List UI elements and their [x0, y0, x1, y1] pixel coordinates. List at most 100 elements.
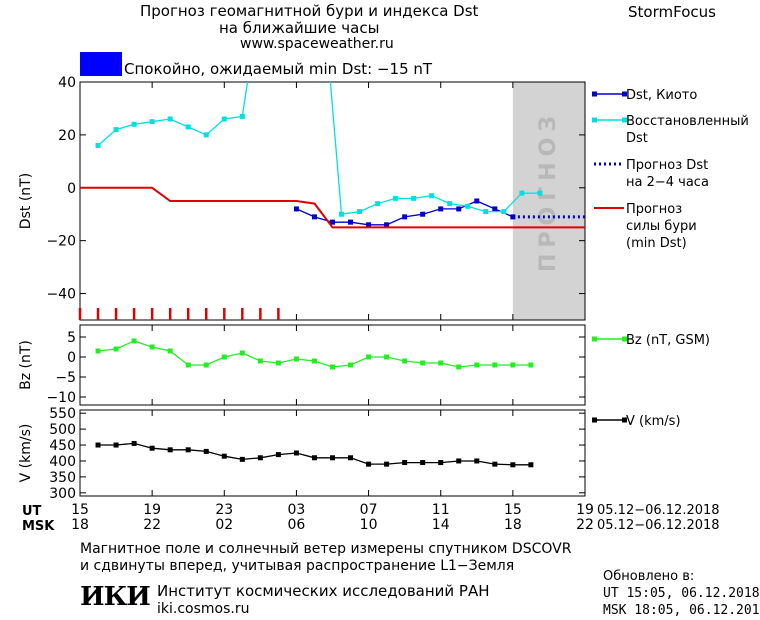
dst-point [149, 119, 155, 125]
bz-point [456, 364, 462, 370]
legend-label-line: Прогноз Dst [626, 158, 708, 173]
legend-label-line: Прогноз [626, 202, 682, 217]
msk-tick-label: 22 [143, 517, 161, 533]
bz-series-group [95, 338, 534, 370]
dst-point [447, 201, 453, 207]
speed-point [239, 456, 245, 462]
dst-point [384, 222, 390, 228]
dst-ytick-label: 0 [67, 181, 76, 197]
bz-point [420, 360, 426, 366]
speed-legend-label-0: V (km/s) [626, 414, 681, 429]
ut-tick-label: 23 [215, 502, 233, 518]
speed-point [420, 460, 426, 466]
speed-ytick-label: 300 [49, 486, 76, 502]
dst-point [456, 206, 462, 212]
ut-axis-label: UT [22, 504, 42, 519]
institute-url[interactable]: iki.cosmos.ru [157, 601, 250, 617]
dst-point [465, 203, 471, 209]
speed-point [456, 458, 462, 464]
dst-point [357, 209, 363, 215]
dst-series-group [80, 0, 585, 229]
speed-point [366, 461, 372, 467]
dst-legend-label-3: Прогноз силы бури (min Dst) [626, 202, 697, 251]
msk-tick-label: 10 [360, 517, 378, 533]
ut-tick-label: 15 [71, 502, 89, 518]
bz-point [474, 362, 480, 368]
dst-point [167, 116, 173, 122]
speed-point [95, 442, 101, 448]
ut-tick-label: 19 [576, 502, 594, 518]
speed-point [492, 461, 498, 467]
updated-label: Обновлено в: [603, 569, 695, 584]
footer-note-line1: Магнитное поле и солнечный ветер измерен… [80, 541, 572, 557]
dst-legend-label-0: Dst, Киото [626, 88, 697, 103]
dst-point [95, 142, 101, 148]
bz-ytick-label: 0 [67, 350, 76, 366]
bz-ytick-label: −10 [46, 390, 76, 406]
brand-label: StormFocus [628, 3, 716, 21]
dst-ytick-label: −20 [46, 234, 76, 250]
msk-date-range: 05.12−06.12.2018 [597, 518, 720, 533]
dst-point [239, 113, 245, 119]
dst-point [483, 209, 489, 215]
bz-point [402, 358, 408, 364]
speed-legend-marker [592, 417, 597, 423]
status-color-swatch [80, 52, 122, 76]
speed-series-line-0 [98, 442, 531, 466]
dst-point [321, 0, 326, 3]
bz-point [185, 362, 191, 368]
legend-label-line: на 2−4 часа [626, 175, 709, 190]
bz-point [311, 358, 317, 364]
dst-legend-marker [622, 117, 627, 123]
dst-point [411, 195, 417, 201]
bz-legend-marker [622, 336, 627, 342]
dst-point [293, 206, 299, 212]
legend-label-line: силы бури [626, 219, 697, 234]
legend-label-line: Bz (nT, GSM) [626, 333, 710, 348]
dst-point [113, 127, 119, 133]
dst-point [393, 195, 399, 201]
dst-point [339, 211, 345, 217]
institute-name: Институт космических исследований РАН [157, 582, 490, 600]
speed-point [185, 447, 191, 453]
bz-legend-label-0: Bz (nT, GSM) [626, 333, 710, 348]
speed-point [149, 445, 155, 451]
dst-frame [79, 81, 586, 321]
chart-title: Прогноз геомагнитной бури и индекса Dst [140, 2, 479, 20]
dst-legend-label-1: Восстановленный Dst [626, 114, 749, 146]
ut-date-range: 05.12−06.12.2018 [597, 503, 720, 518]
legend-label-line: Восстановленный [626, 114, 749, 129]
bz-point [131, 338, 137, 344]
msk-tick-label: 02 [215, 517, 233, 533]
speed-legend-marker [622, 417, 627, 423]
speed-point [402, 460, 408, 466]
speed-point [275, 452, 281, 458]
speed-ytick-label: 500 [49, 422, 76, 438]
site-url[interactable]: www.spaceweather.ru [240, 36, 394, 52]
speed-series-group [95, 440, 534, 468]
speed-ytick-label: 550 [49, 406, 76, 422]
bz-ytick-label: 5 [67, 330, 76, 346]
updated-ut: UT 15:05, 06.12.2018 [603, 586, 760, 601]
bz-ytick-label: −5 [55, 370, 76, 386]
ut-tick-label: 11 [432, 502, 450, 518]
dst-point [311, 214, 317, 220]
speed-point [330, 455, 335, 461]
speed-ytick-label: 350 [49, 470, 76, 486]
speed-point [474, 458, 480, 464]
speed-point [131, 440, 137, 446]
dst-legend-marker [622, 91, 627, 97]
dst-point [330, 219, 335, 225]
dst-point [420, 211, 426, 217]
bz-point [239, 350, 245, 356]
ut-tick-label: 19 [143, 502, 161, 518]
dst-point [203, 132, 209, 138]
chart-subtitle: на ближайшие часы [219, 19, 380, 37]
dst-legend-marker [592, 117, 597, 123]
dst-point [492, 206, 498, 212]
dst-point [537, 190, 543, 196]
bz-point [275, 360, 281, 366]
legend-label-line: Dst [626, 131, 648, 146]
legend-label-line: (min Dst) [626, 236, 687, 251]
dst-point [510, 214, 516, 220]
